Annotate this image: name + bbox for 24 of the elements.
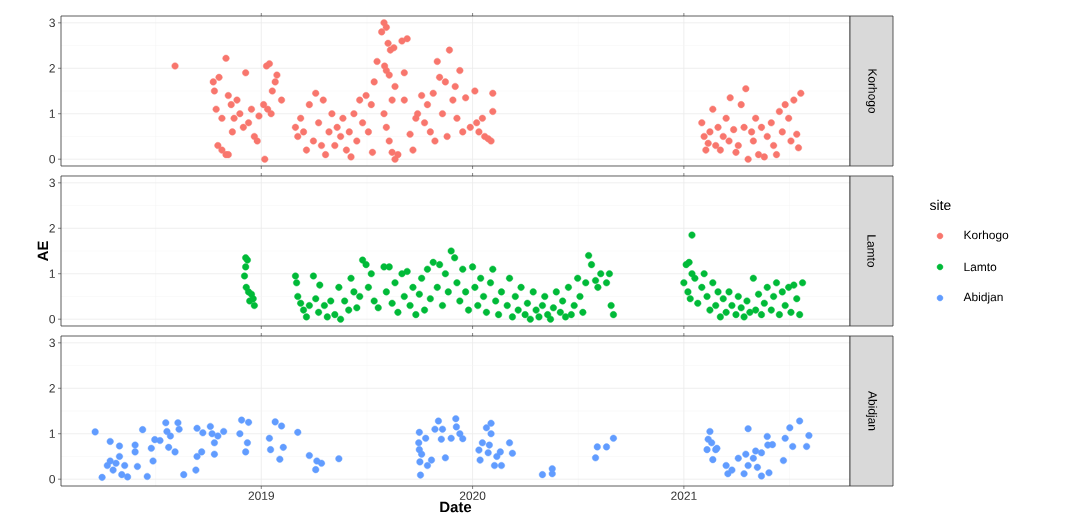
y-tick-label: 1 (49, 269, 55, 278)
y-tick-label: 2 (49, 64, 55, 73)
y-tick-label: 1 (49, 109, 55, 118)
legend-label: Abidjan (963, 292, 1003, 304)
y-tick-label: 0 (49, 314, 56, 324)
legend-label: Lamto (964, 262, 997, 272)
legend-label: Korhogo (964, 230, 1009, 242)
y-tick-label: 3 (49, 338, 55, 348)
y-tick-label: 2 (49, 384, 55, 393)
y-tick-label: 3 (49, 18, 55, 28)
y-tick-label: 3 (49, 178, 55, 188)
text: Korhogo (865, 69, 878, 114)
y-tick-label: 0 (49, 154, 56, 164)
x-tick-label: 2021 (671, 491, 697, 500)
x-tick-label: 2019 (248, 491, 275, 500)
legend-title: site (929, 199, 951, 211)
y-axis-title: AE (37, 241, 48, 261)
y-tick-label: 0 (49, 474, 56, 484)
y-tick-label: 2 (49, 224, 55, 233)
x-tick-label: 2020 (459, 491, 486, 500)
text: Lamto (867, 235, 876, 268)
y-tick-label: 1 (49, 429, 55, 438)
x-axis-title: Date (440, 501, 472, 513)
text: Abidjan (865, 391, 878, 431)
